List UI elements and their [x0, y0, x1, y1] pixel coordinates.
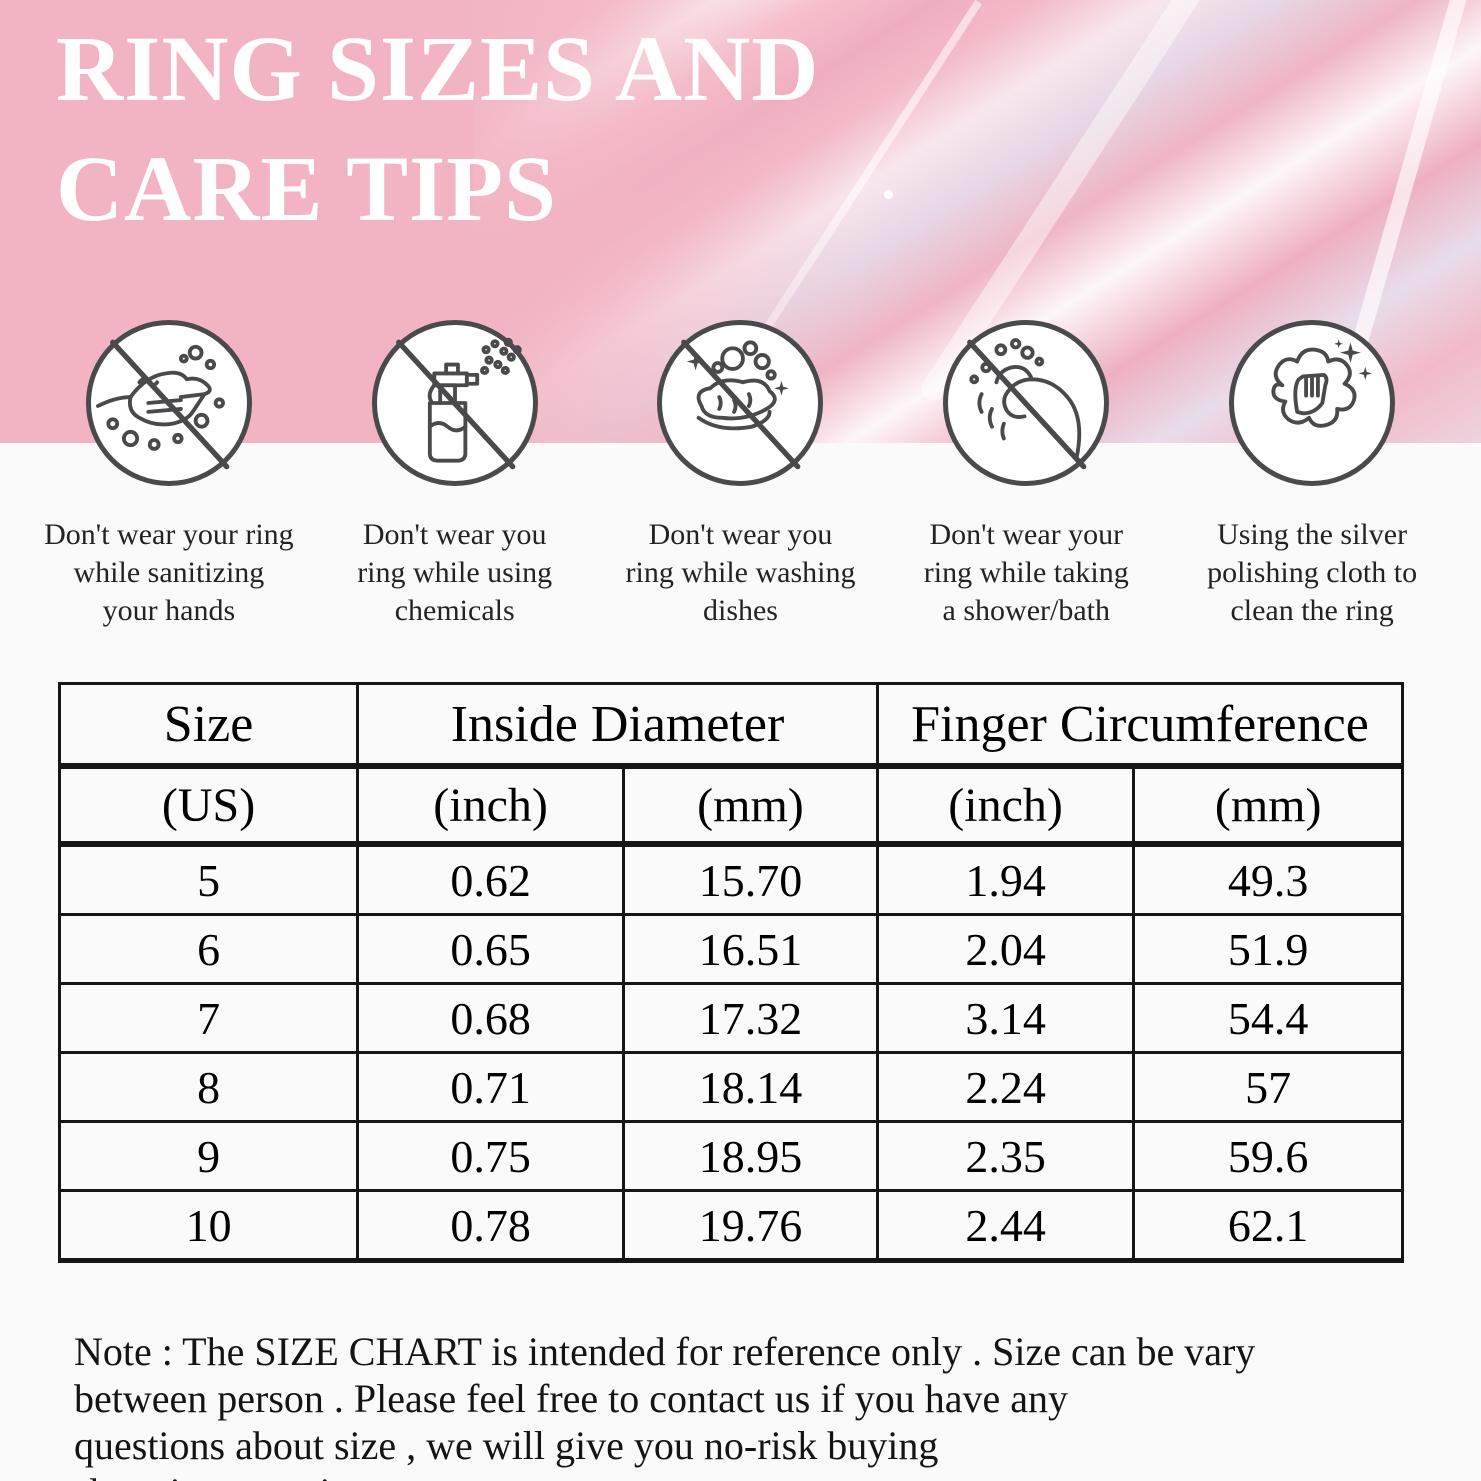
table-cell: 2.44	[875, 1189, 1136, 1263]
table-row: 7 0.68 17.32 3.14 54.4	[57, 982, 1404, 1054]
tip-circle	[1229, 320, 1396, 486]
note-text: Note : The SIZE CHART is intended for re…	[74, 1329, 1256, 1481]
table-cell: 18.14	[622, 1051, 879, 1123]
table-row: 10 0.78 19.76 2.44 62.1	[57, 1189, 1404, 1263]
hero-banner: RING SIZES AND CARE TIPS	[0, 0, 1481, 443]
table-cell: 8	[57, 1051, 360, 1123]
page-title-line2: CARE TIPS	[56, 138, 557, 241]
tip-caption: Don't wear you ring while washing dishes	[625, 518, 856, 627]
table-cell: 51.9	[1132, 913, 1404, 985]
table-cell: 2.24	[875, 1051, 1136, 1123]
col-header-inch: (inch)	[875, 764, 1136, 847]
no-shower-icon	[967, 338, 1087, 470]
tip-caption: Using the silver polishing cloth to clea…	[1207, 518, 1418, 627]
tip-caption: Don't wear your ring while sanitizing yo…	[44, 518, 294, 627]
table-cell: 57	[1132, 1051, 1404, 1123]
table-cell: 0.62	[356, 842, 626, 916]
table-cell: 54.4	[1132, 982, 1404, 1054]
table-header-row-1: Size Inside Diameter Finger Circumferenc…	[57, 682, 1405, 769]
table-cell: 62.1	[1132, 1189, 1404, 1263]
table-cell: 0.75	[356, 1120, 626, 1192]
table-cell: 9	[57, 1120, 360, 1192]
tip-circle	[85, 320, 252, 486]
tip-caption: Don't wear your ring while taking a show…	[923, 518, 1129, 627]
table-cell: 2.04	[875, 913, 1136, 985]
tip-circle	[657, 320, 824, 486]
care-tip-item: Don't wear you ring while washing dishes	[598, 320, 884, 630]
no-chemical-spray-icon	[395, 337, 522, 470]
table-cell: 17.32	[622, 982, 879, 1054]
col-header-mm: (mm)	[622, 764, 879, 847]
table-cell: 0.71	[356, 1051, 626, 1123]
tip-caption: Don't wear you ring while using chemical…	[357, 518, 553, 627]
care-tip-item: Don't wear your ring while taking a show…	[883, 320, 1169, 630]
care-tip-item: Don't wear your ring while sanitizing yo…	[26, 320, 312, 630]
col-header-inside-diameter: Inside Diameter	[356, 682, 879, 769]
care-tips-row: Don't wear your ring while sanitizing yo…	[0, 320, 1481, 630]
table-cell: 1.94	[875, 842, 1136, 916]
table-cell: 10	[57, 1189, 360, 1263]
table-cell: 2.35	[875, 1120, 1136, 1192]
table-cell: 7	[57, 982, 360, 1054]
table-cell: 0.68	[356, 982, 626, 1054]
table-cell: 0.65	[356, 913, 626, 985]
table-cell: 16.51	[622, 913, 879, 985]
ring-size-table: Size Inside Diameter Finger Circumferenc…	[57, 682, 1405, 1263]
glass-sparkle	[884, 190, 893, 199]
table-row: 6 0.65 16.51 2.04 51.9	[57, 913, 1404, 985]
page-title-line1: RING SIZES AND	[56, 18, 820, 121]
table-cell: 5	[57, 842, 360, 916]
col-header-size: Size	[57, 682, 360, 769]
no-dish-washing-icon	[681, 339, 801, 470]
page-title: RING SIZES AND CARE TIPS	[56, 10, 819, 250]
care-tip-item: Using the silver polishing cloth to clea…	[1169, 320, 1455, 630]
table-cell: 59.6	[1132, 1120, 1404, 1192]
col-header-us: (US)	[57, 764, 360, 847]
table-row: 8 0.71 18.14 2.24 57	[57, 1051, 1404, 1123]
table-cell: 6	[57, 913, 360, 985]
polishing-cloth-icon	[1271, 339, 1373, 428]
table-row: 9 0.75 18.95 2.35 59.6	[57, 1120, 1404, 1192]
table-cell: 18.95	[622, 1120, 879, 1192]
col-header-mm: (mm)	[1132, 764, 1404, 847]
col-header-finger-circumference: Finger Circumference	[875, 682, 1405, 769]
tip-circle	[371, 320, 538, 486]
table-cell: 49.3	[1132, 842, 1404, 916]
no-sanitizing-hands-icon	[95, 339, 230, 470]
table-row: 5 0.62 15.70 1.94 49.3	[57, 842, 1404, 916]
table-cell: 19.76	[622, 1189, 879, 1263]
care-tip-item: Don't wear you ring while using chemical…	[312, 320, 598, 630]
table-cell: 3.14	[875, 982, 1136, 1054]
tip-circle	[943, 320, 1110, 486]
col-header-inch: (inch)	[356, 764, 626, 847]
table-header-row-2: (US) (inch) (mm) (inch) (mm)	[57, 764, 1404, 847]
table-cell: 0.78	[356, 1189, 626, 1263]
table-cell: 15.70	[622, 842, 879, 916]
